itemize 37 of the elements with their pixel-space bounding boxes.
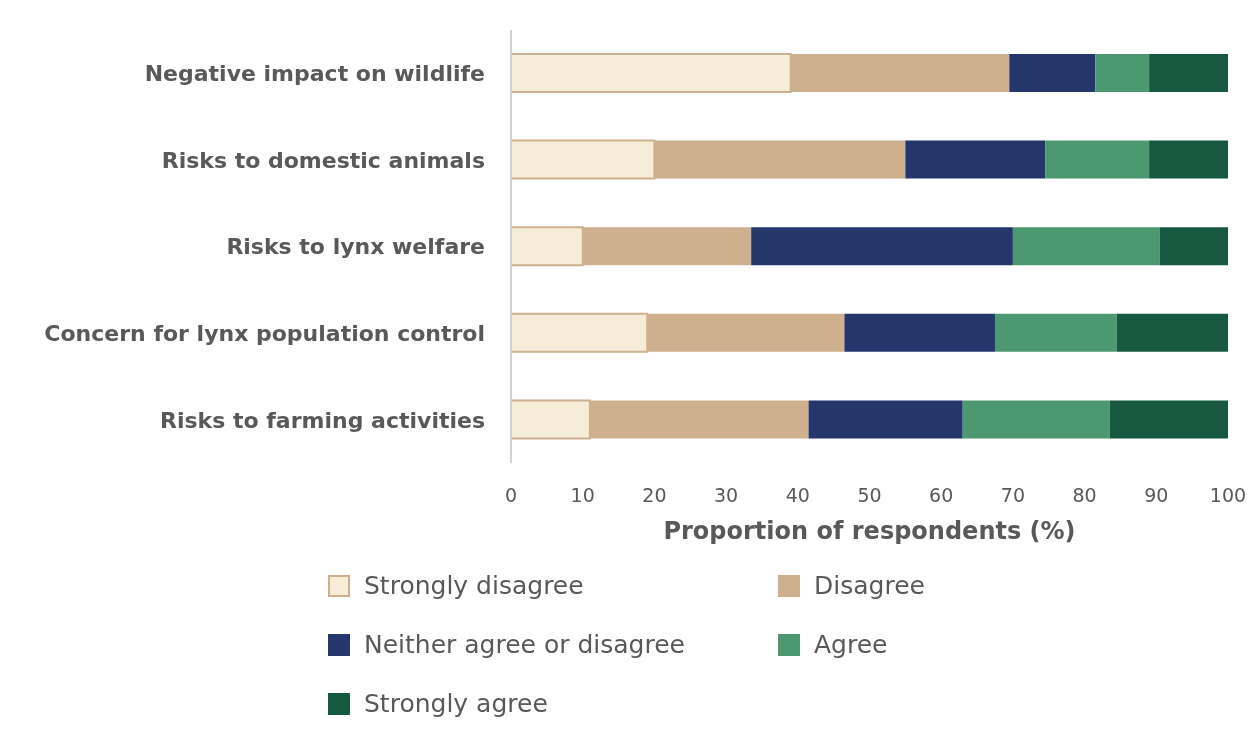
x-tick-label: 80: [1072, 484, 1097, 507]
bar: [905, 140, 1046, 179]
y-tick-label: Concern for lynx population control: [44, 320, 485, 346]
x-axis-title: Proportion of respondents (%): [663, 517, 1076, 545]
x-tick-label: 20: [642, 484, 667, 507]
bar: [1095, 54, 1150, 92]
bar: [1159, 227, 1228, 266]
bar: [1012, 227, 1160, 266]
bar: [1045, 140, 1150, 179]
bar: [994, 313, 1117, 352]
x-tick-label: 70: [1000, 484, 1025, 507]
x-tick-label: 90: [1144, 484, 1169, 507]
bar: [1109, 400, 1228, 439]
bar: [751, 227, 1013, 266]
legend-label: Strongly disagree: [364, 571, 584, 600]
y-tick-label: Risks to farming activities: [160, 407, 485, 433]
bar: [808, 400, 963, 439]
x-tick-label: 0: [504, 484, 518, 507]
x-tick-label: 50: [857, 484, 882, 507]
bar: [1149, 54, 1228, 92]
legend-label: Neither agree or disagree: [364, 630, 685, 659]
x-tick-label: 60: [929, 484, 954, 507]
bar: [1149, 140, 1228, 179]
y-tick-label: Negative impact on wildlife: [144, 61, 485, 87]
x-tick-label: 10: [570, 484, 595, 507]
x-tick-label: 100: [1209, 484, 1247, 507]
x-tick-label: 30: [714, 484, 739, 507]
x-tick-label: 40: [785, 484, 810, 507]
y-tick-label: Risks to domestic animals: [161, 147, 485, 173]
bar: [962, 400, 1110, 439]
bar: [1009, 54, 1096, 92]
legend-label: Agree: [814, 630, 888, 659]
bar: [844, 313, 995, 352]
bar: [1116, 313, 1228, 352]
legend-label: Disagree: [814, 571, 925, 600]
y-tick-label: Risks to lynx welfare: [226, 234, 485, 260]
legend-label: Strongly agree: [364, 689, 548, 718]
